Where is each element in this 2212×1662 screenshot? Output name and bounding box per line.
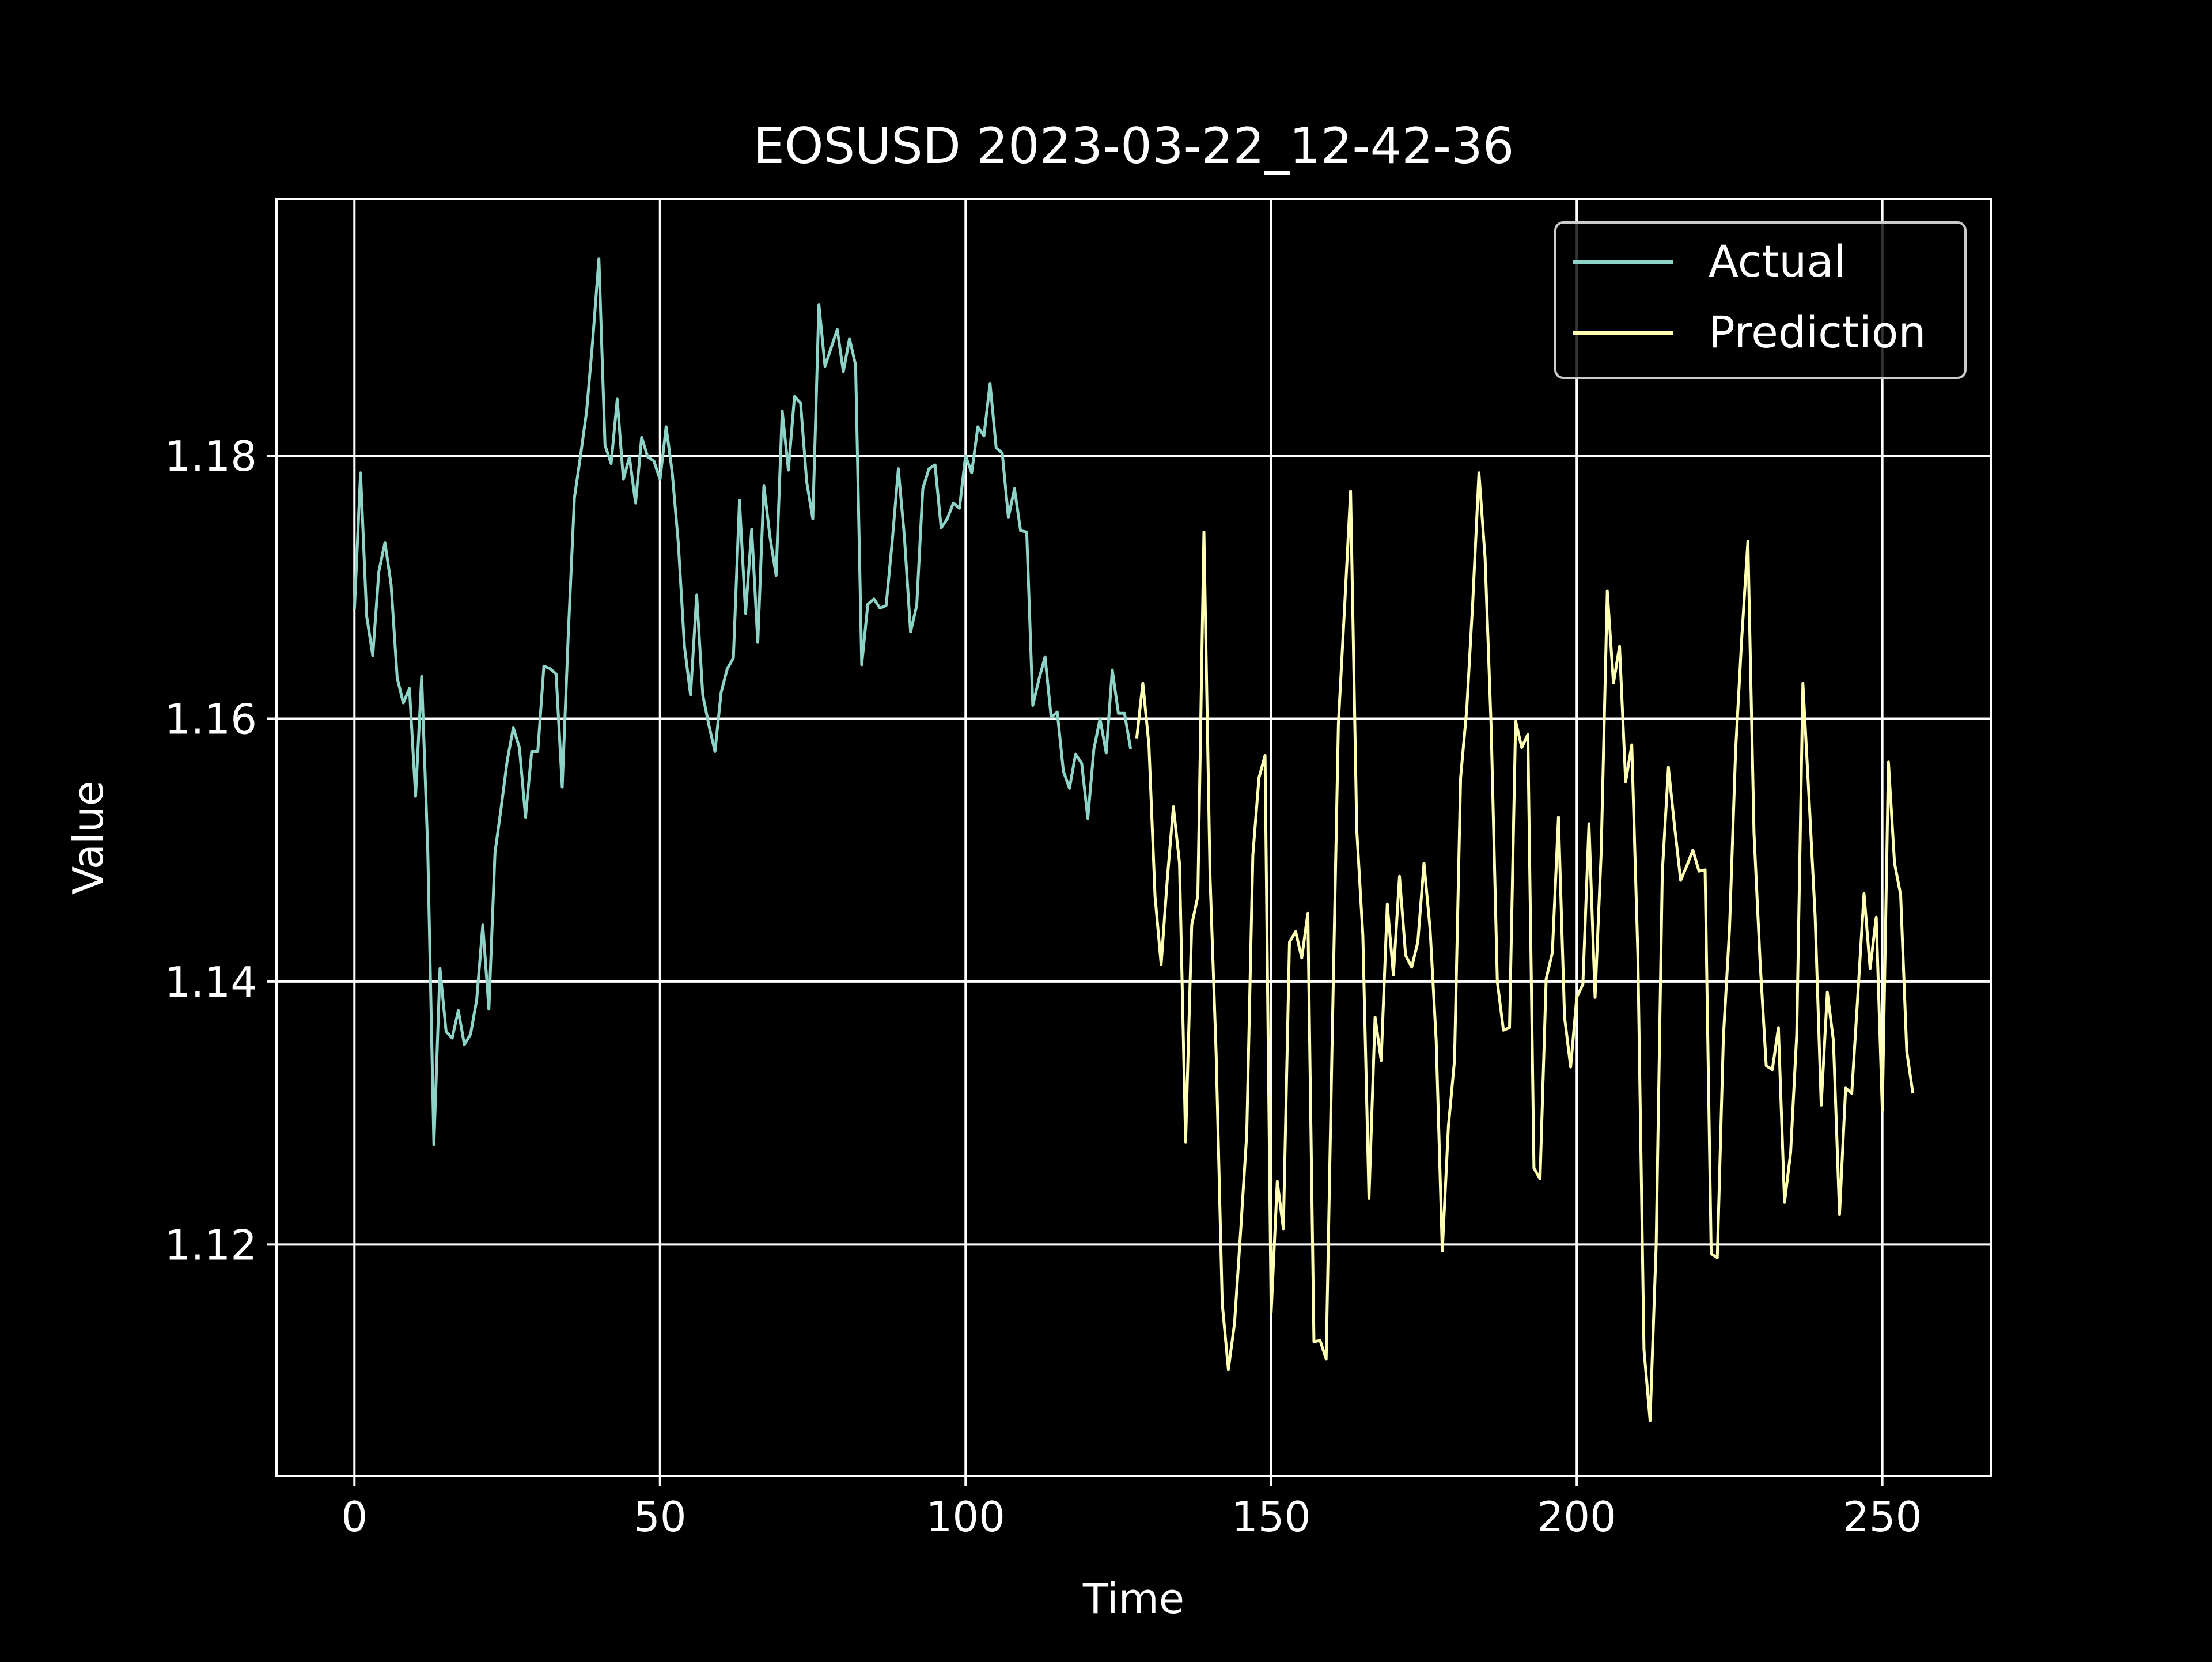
- y-tick-label: 1.12: [165, 1221, 257, 1269]
- legend-label-actual: Actual: [1709, 236, 1846, 287]
- grid: [276, 199, 1991, 1476]
- series-line-prediction: [1135, 471, 1915, 1422]
- y-tick-label: 1.18: [165, 432, 257, 480]
- series-lines: [353, 257, 1915, 1422]
- chart-title: EOSUSD 2023-03-22_12-42-36: [753, 118, 1514, 175]
- y-tick-label: 1.16: [165, 695, 257, 743]
- x-tick-label: 150: [1232, 1493, 1310, 1541]
- plot-area-frame: [275, 198, 1992, 1477]
- x-tick-label: 250: [1843, 1493, 1922, 1541]
- x-tick-label: 50: [634, 1493, 687, 1541]
- series-line-actual: [353, 257, 1132, 1146]
- y-tick-label: 1.14: [165, 958, 257, 1006]
- legend-label-prediction: Prediction: [1709, 306, 1926, 358]
- axis-ticks: 0 50 100 150 200 250 1.12 1.14 1.16 1.18: [165, 432, 1922, 1541]
- y-axis-label: Value: [64, 781, 112, 895]
- legend: Actual Prediction: [1554, 221, 1967, 379]
- x-tick-label: 100: [926, 1493, 1005, 1541]
- x-tick-label: 0: [341, 1493, 368, 1541]
- x-tick-label: 200: [1537, 1493, 1616, 1541]
- x-axis-label: Time: [1082, 1574, 1184, 1623]
